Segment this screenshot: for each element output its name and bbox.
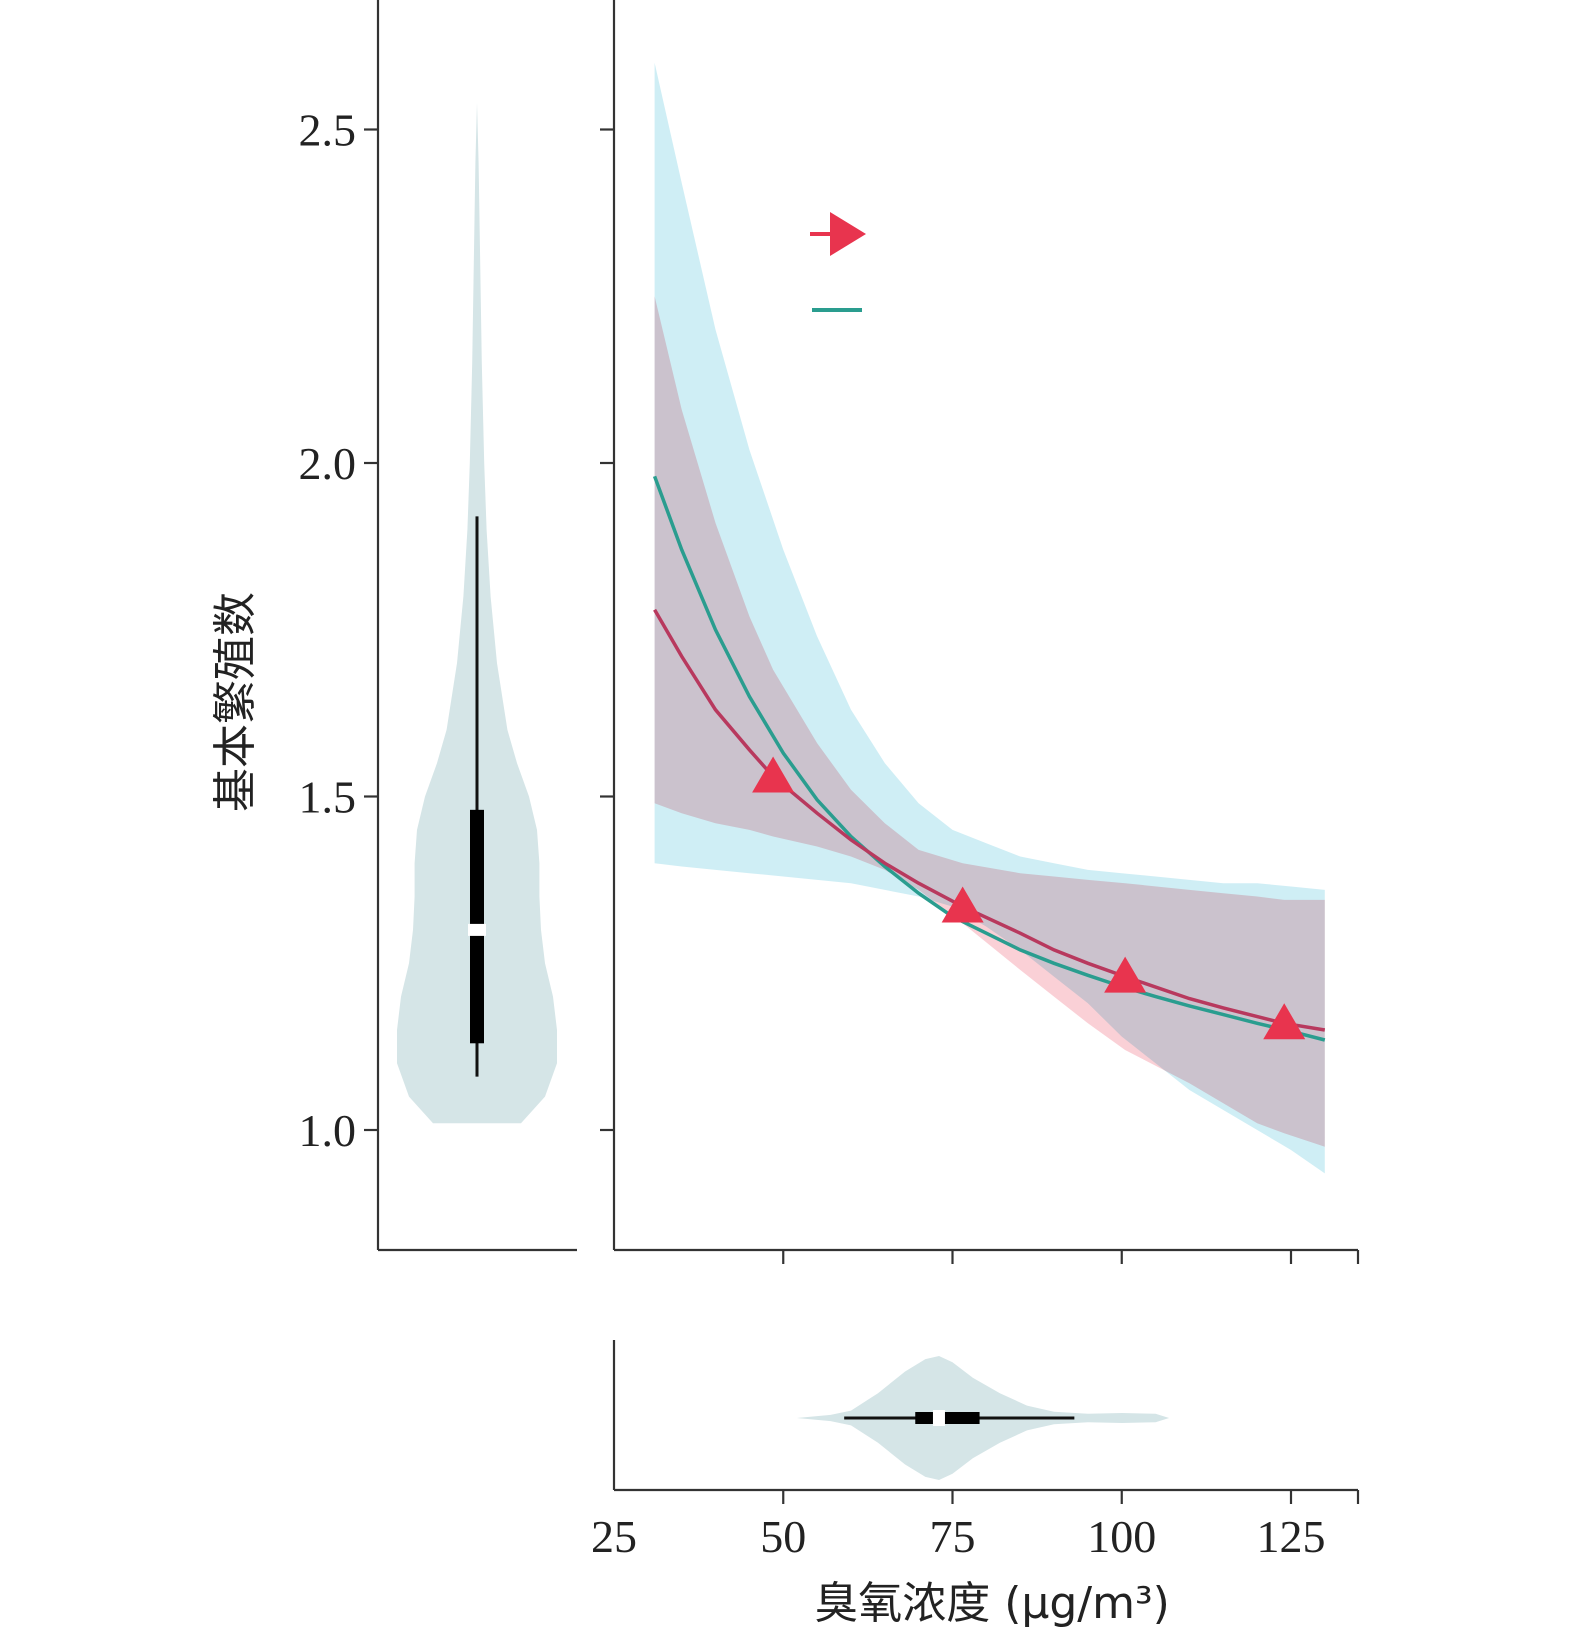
- y-axis-title: 基本繁殖数: [210, 592, 261, 812]
- x-tick-label-0: 25: [591, 1511, 637, 1562]
- triangle-marker-3: [1104, 956, 1147, 993]
- x-axis-title: 臭氧浓度 (µg/m³): [814, 1578, 1170, 1629]
- y-tick-label-3: 2.5: [299, 105, 357, 156]
- x-tick-label-1: 50: [760, 1511, 806, 1562]
- y-marginal-violin-panel: [397, 102, 557, 1124]
- violin-median-o3: [932, 1410, 945, 1426]
- x-tick-label-2: 75: [930, 1511, 976, 1562]
- legend-marker-mean-weighted: [830, 212, 866, 256]
- x-marginal-violin-panel: [796, 1356, 1170, 1480]
- violin-box-o3: [915, 1412, 980, 1424]
- x-tick-label-3: 100: [1087, 1511, 1156, 1562]
- axes: 1.0 1.5 2.0 2.5 25 50 75 100 125: [299, 0, 1360, 1562]
- y-tick-label-1: 1.5: [299, 772, 357, 823]
- legend: [810, 212, 866, 312]
- series-line-case-weighted: [652, 475, 1326, 1042]
- triangle-marker-4: [1263, 1003, 1306, 1040]
- y-tick-label-2: 2.0: [299, 438, 357, 489]
- triangle-marker-1: [752, 756, 795, 793]
- x-tick-label-4: 125: [1257, 1511, 1326, 1562]
- confidence-band-mean-weighted: [654, 296, 1325, 1147]
- triangle-marker-2: [941, 886, 984, 923]
- y-tick-label-0: 1.0: [299, 1105, 357, 1156]
- violin-median-r0: [468, 923, 486, 936]
- main-plot-panel: [652, 62, 1326, 1174]
